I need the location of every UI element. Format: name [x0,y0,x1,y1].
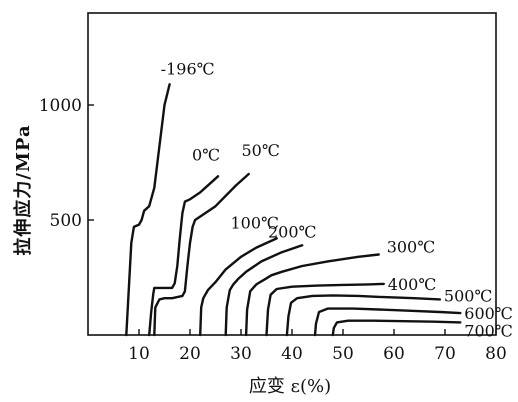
series-label-7: 500℃ [444,286,492,305]
x-tick-label-10: 10 [128,344,150,364]
series-label-1: 0℃ [192,145,220,164]
series-line-0 [125,83,171,337]
y-tick-label-500: 500 [50,211,82,231]
x-tick-label-20: 20 [179,344,201,364]
series-line-3 [199,237,278,337]
series-line-2 [153,172,250,337]
series-line-4 [224,244,304,337]
x-tick-label-30: 30 [230,344,252,364]
series-label-8: 600℃ [464,304,512,323]
ticks-layer: 10 20 30 40 50 60 70 80 500 1000 [39,96,507,364]
series-label-3: 100℃ [230,213,278,232]
series-line-9 [331,319,462,337]
x-tick-label-80: 80 [485,344,507,364]
series-label-0: -196℃ [161,59,215,78]
x-axis-label: 应变 ε(%) [248,376,332,397]
x-tick-label-50: 50 [332,344,354,364]
x-tick-label-40: 40 [281,344,303,364]
y-tick-label-1000: 1000 [39,96,82,116]
y-axis-label: 拉伸应力/MPa [13,124,34,256]
series-line-6 [265,282,385,337]
series-line-5 [244,253,380,337]
series-line-8 [313,307,462,337]
series-layer [125,83,462,337]
series-line-1 [148,175,220,337]
series-label-9: 700℃ [464,321,512,340]
series-label-5: 300℃ [387,238,435,257]
series-label-4: 200℃ [268,222,316,241]
series-label-6: 400℃ [388,275,436,294]
series-line-7 [285,294,442,337]
x-tick-label-70: 70 [434,344,456,364]
series-label-2: 50℃ [241,141,279,160]
x-tick-label-60: 60 [383,344,405,364]
